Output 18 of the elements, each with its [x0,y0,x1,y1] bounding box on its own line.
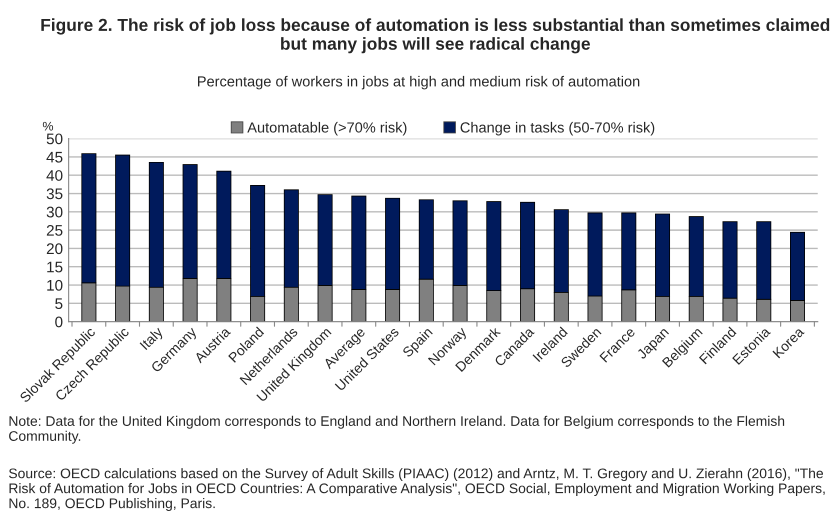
y-tick-label: 0 [55,316,62,328]
y-axis-title: % [42,122,54,131]
y-tick-label: 45 [46,152,62,163]
text: Note: Data for the United Kingdom corresponds to England and Northern Ireland. Data for Belgium corresponds to the Flemish Community. [9,416,784,444]
y-tick-label: 30 [46,206,62,218]
y-tick-label: 20 [46,243,62,254]
y-tick-label: 50 [46,133,62,144]
y-tick-label: 15 [47,262,62,272]
chart-title: Figure 2. The risk of job loss because of automation is less substantial than sometimes claimed but many jobs will see radical change [41,18,830,54]
legend-label: Automatable (>70% risk) [247,122,406,136]
legend-label: Change in tasks (50-70% risk) [460,122,654,136]
y-tick-label: 40 [46,170,62,181]
y-tick-label: 35 [46,188,62,200]
chart-subtitle: Percentage of workers in jobs at high and medium risk of automation [198,76,640,90]
source-note: Source: OECD calculations based on the Survey of Adult Skills (PIAAC) (2012) and Arntz, M. T. Gregory and U. Zierahn (2016), "The Risk of Automation for Jobs in OECD Countries: A Comparative Analysis", OECD Social, Employment and Migration Working Papers, No. 189, OECD Publishing, Paris. [9,468,825,511]
y-tick-label: 5 [55,298,62,310]
y-tick-label: 25 [46,224,62,236]
y-tick-label: 10 [47,280,62,291]
